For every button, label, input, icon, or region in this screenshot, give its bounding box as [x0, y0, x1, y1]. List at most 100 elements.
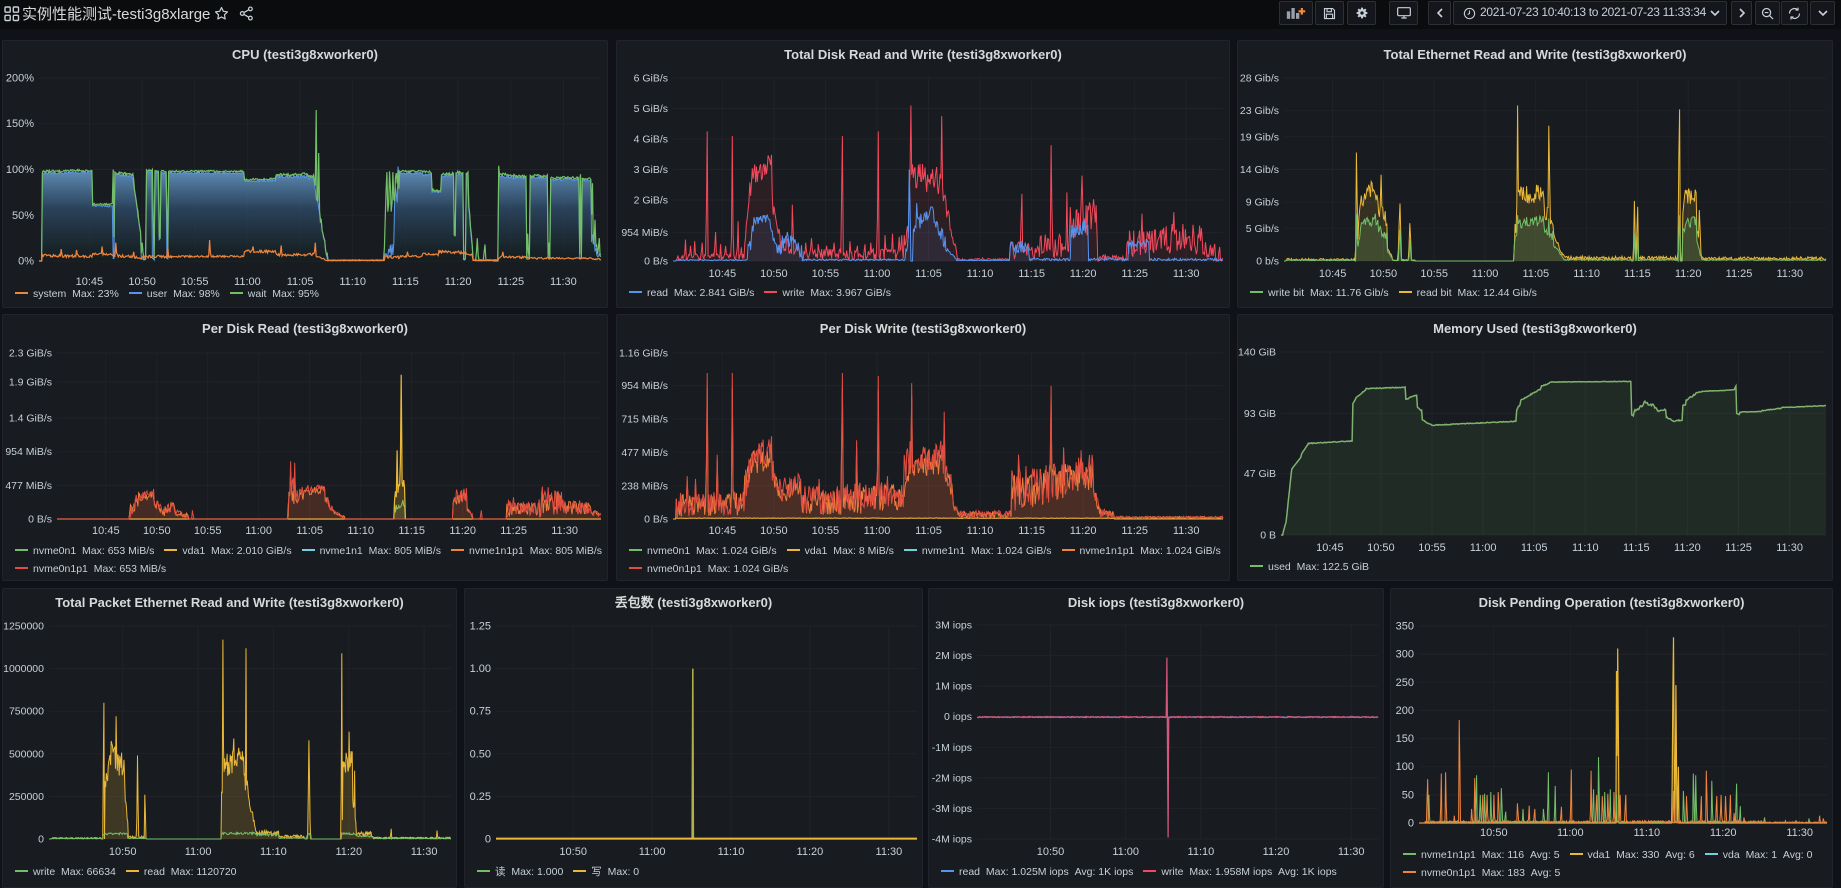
svg-text:10:45: 10:45 — [76, 276, 104, 288]
svg-text:11:05: 11:05 — [1522, 268, 1549, 280]
svg-text:11:00: 11:00 — [639, 846, 666, 858]
svg-text:0: 0 — [38, 834, 44, 846]
svg-text:6 GiB/s: 6 GiB/s — [634, 73, 668, 85]
svg-text:-1M iops: -1M iops — [932, 742, 972, 754]
svg-text:10:55: 10:55 — [1420, 268, 1448, 280]
svg-text:200%: 200% — [6, 73, 34, 85]
svg-text:11:10: 11:10 — [347, 525, 374, 537]
svg-text:4 GiB/s: 4 GiB/s — [634, 134, 668, 146]
svg-text:11:30: 11:30 — [550, 276, 577, 288]
svg-text:11:10: 11:10 — [260, 846, 287, 858]
svg-text:10:45: 10:45 — [709, 525, 737, 537]
svg-text:0 B: 0 B — [1260, 530, 1276, 542]
svg-text:150%: 150% — [6, 118, 34, 130]
svg-text:715 MiB/s: 715 MiB/s — [621, 414, 668, 426]
svg-text:23 Gib/s: 23 Gib/s — [1240, 105, 1279, 117]
svg-text:11:10: 11:10 — [339, 276, 366, 288]
svg-text:11:30: 11:30 — [1338, 846, 1365, 858]
svg-text:11:00: 11:00 — [1470, 542, 1497, 554]
svg-text:-4M iops: -4M iops — [932, 834, 972, 846]
svg-text:11:15: 11:15 — [398, 525, 425, 537]
svg-text:100: 100 — [1396, 761, 1414, 773]
svg-text:9 Gib/s: 9 Gib/s — [1246, 197, 1279, 209]
svg-text:11:20: 11:20 — [1675, 268, 1702, 280]
svg-text:47 GiB: 47 GiB — [1244, 468, 1276, 480]
svg-text:11:00: 11:00 — [864, 268, 891, 280]
svg-text:10:55: 10:55 — [181, 276, 209, 288]
svg-text:2M iops: 2M iops — [935, 650, 972, 662]
svg-text:11:00: 11:00 — [185, 846, 212, 858]
svg-text:11:15: 11:15 — [392, 276, 419, 288]
svg-text:11:20: 11:20 — [449, 525, 476, 537]
svg-text:11:10: 11:10 — [967, 268, 994, 280]
svg-text:11:05: 11:05 — [915, 268, 942, 280]
svg-text:11:10: 11:10 — [1633, 827, 1660, 839]
svg-text:954 MiB/s: 954 MiB/s — [621, 380, 668, 392]
svg-text:10:50: 10:50 — [1367, 542, 1395, 554]
svg-text:-3M iops: -3M iops — [932, 803, 972, 815]
svg-text:3 GiB/s: 3 GiB/s — [634, 164, 668, 176]
svg-text:10:45: 10:45 — [709, 268, 737, 280]
svg-text:11:15: 11:15 — [1018, 268, 1045, 280]
svg-text:10:50: 10:50 — [559, 846, 587, 858]
svg-text:477 MiB/s: 477 MiB/s — [621, 447, 668, 459]
svg-text:11:25: 11:25 — [500, 525, 527, 537]
svg-text:1.9 GiB/s: 1.9 GiB/s — [9, 376, 52, 388]
svg-text:11:05: 11:05 — [1521, 542, 1548, 554]
svg-text:10:50: 10:50 — [760, 525, 788, 537]
svg-text:11:25: 11:25 — [497, 276, 524, 288]
svg-text:477 MiB/s: 477 MiB/s — [5, 480, 52, 492]
svg-text:10:50: 10:50 — [143, 525, 171, 537]
svg-text:14 Gib/s: 14 Gib/s — [1240, 164, 1279, 176]
svg-text:11:20: 11:20 — [1674, 542, 1701, 554]
svg-text:238 MiB/s: 238 MiB/s — [621, 480, 668, 492]
svg-text:300: 300 — [1396, 649, 1414, 661]
svg-text:250: 250 — [1396, 677, 1414, 689]
svg-text:11:25: 11:25 — [1725, 542, 1752, 554]
svg-text:11:20: 11:20 — [1070, 268, 1097, 280]
svg-text:1.4 GiB/s: 1.4 GiB/s — [9, 413, 52, 425]
svg-text:0 B/s: 0 B/s — [644, 514, 668, 526]
svg-text:150: 150 — [1396, 733, 1414, 745]
svg-text:140 GiB: 140 GiB — [1238, 347, 1276, 359]
svg-text:11:20: 11:20 — [445, 276, 472, 288]
svg-text:11:30: 11:30 — [1776, 542, 1803, 554]
svg-text:11:10: 11:10 — [1188, 846, 1215, 858]
svg-text:11:10: 11:10 — [718, 846, 745, 858]
svg-text:11:30: 11:30 — [551, 525, 578, 537]
svg-text:0: 0 — [1408, 818, 1414, 830]
svg-text:200: 200 — [1396, 705, 1414, 717]
svg-text:10:55: 10:55 — [194, 525, 222, 537]
svg-text:11:15: 11:15 — [1623, 542, 1650, 554]
svg-text:11:20: 11:20 — [335, 846, 362, 858]
svg-text:10:45: 10:45 — [1316, 542, 1344, 554]
svg-text:11:30: 11:30 — [876, 846, 903, 858]
svg-text:1.16 GiB/s: 1.16 GiB/s — [619, 348, 668, 360]
svg-text:5 Gib/s: 5 Gib/s — [1246, 223, 1279, 235]
svg-text:11:00: 11:00 — [245, 525, 272, 537]
svg-text:11:25: 11:25 — [1121, 525, 1148, 537]
svg-text:1.00: 1.00 — [470, 663, 491, 675]
svg-text:11:30: 11:30 — [411, 846, 438, 858]
svg-text:11:00: 11:00 — [1112, 846, 1139, 858]
svg-text:11:00: 11:00 — [1472, 268, 1499, 280]
svg-text:10:50: 10:50 — [1370, 268, 1398, 280]
svg-text:10:50: 10:50 — [128, 276, 156, 288]
svg-text:19 Gib/s: 19 Gib/s — [1240, 131, 1279, 143]
svg-text:350: 350 — [1396, 621, 1414, 633]
svg-text:11:20: 11:20 — [797, 846, 824, 858]
svg-text:11:20: 11:20 — [1263, 846, 1290, 858]
svg-text:0%: 0% — [18, 256, 34, 268]
svg-text:11:00: 11:00 — [864, 525, 891, 537]
svg-text:954 MiB/s: 954 MiB/s — [5, 446, 52, 458]
svg-text:11:05: 11:05 — [915, 525, 942, 537]
svg-text:11:00: 11:00 — [1557, 827, 1584, 839]
svg-text:11:15: 11:15 — [1018, 525, 1045, 537]
svg-text:0 b/s: 0 b/s — [1256, 256, 1279, 268]
svg-text:0.50: 0.50 — [470, 748, 491, 760]
svg-text:750000: 750000 — [9, 706, 44, 718]
svg-text:10:45: 10:45 — [92, 525, 120, 537]
svg-text:10:55: 10:55 — [1418, 542, 1446, 554]
svg-text:1M iops: 1M iops — [935, 681, 972, 693]
svg-text:93 GiB: 93 GiB — [1244, 408, 1276, 420]
